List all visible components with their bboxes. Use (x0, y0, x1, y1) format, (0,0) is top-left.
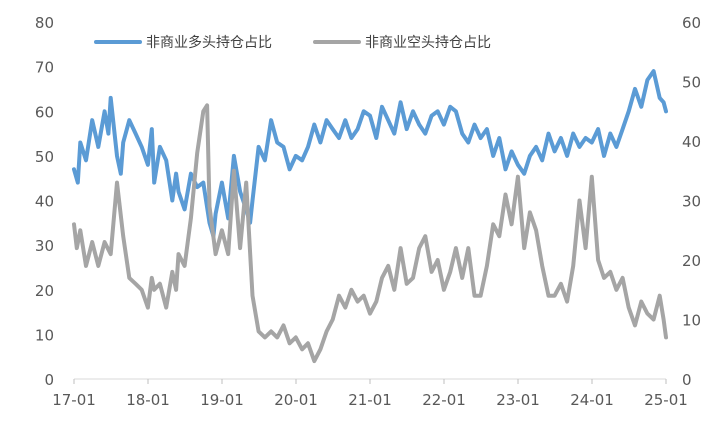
legend-label: 非商业空头持仓占比 (365, 35, 491, 51)
y-right-tick-label: 40 (682, 133, 701, 151)
y-right-tick-label: 0 (682, 371, 692, 389)
y-right-tick-label: 20 (682, 252, 701, 270)
x-tick-label: 25-01 (644, 391, 688, 409)
x-tick-label: 23-01 (496, 391, 540, 409)
x-tick-label: 24-01 (570, 391, 614, 409)
series-line-short (72, 103, 668, 364)
y-left-tick-label: 80 (35, 14, 54, 32)
y-left-tick-label: 10 (35, 326, 54, 344)
y-right-tick-label: 10 (682, 312, 701, 330)
x-tick-label: 18-01 (126, 391, 170, 409)
x-tick-label: 19-01 (200, 391, 244, 409)
legend: 非商业多头持仓占比 非商业空头持仓占比 (94, 34, 491, 51)
series-layer (72, 69, 668, 364)
legend-label: 非商业多头持仓占比 (146, 34, 272, 51)
series-line-long (72, 69, 668, 239)
y-left-tick-label: 20 (35, 282, 54, 300)
y-left-tick-label: 30 (35, 237, 54, 255)
y-right-tick-label: 60 (682, 14, 701, 32)
y-right-tick-label: 50 (682, 74, 701, 92)
y-left-tick-label: 50 (35, 148, 54, 166)
x-tick-label: 21-01 (348, 391, 392, 409)
y-right-tick-label: 30 (682, 193, 701, 211)
y-left-tick-label: 40 (35, 193, 54, 211)
x-tick-label: 17-01 (52, 391, 96, 409)
x-tick-label: 20-01 (274, 391, 318, 409)
y-left-tick-label: 0 (44, 371, 54, 389)
axes: 17-01 18-01 19-01 20-01 21-01 22-01 23-01 24-01… (35, 14, 701, 409)
y-left-tick-label: 60 (35, 103, 54, 121)
x-tick-label: 22-01 (422, 391, 466, 409)
y-left-tick-label: 70 (35, 59, 54, 77)
